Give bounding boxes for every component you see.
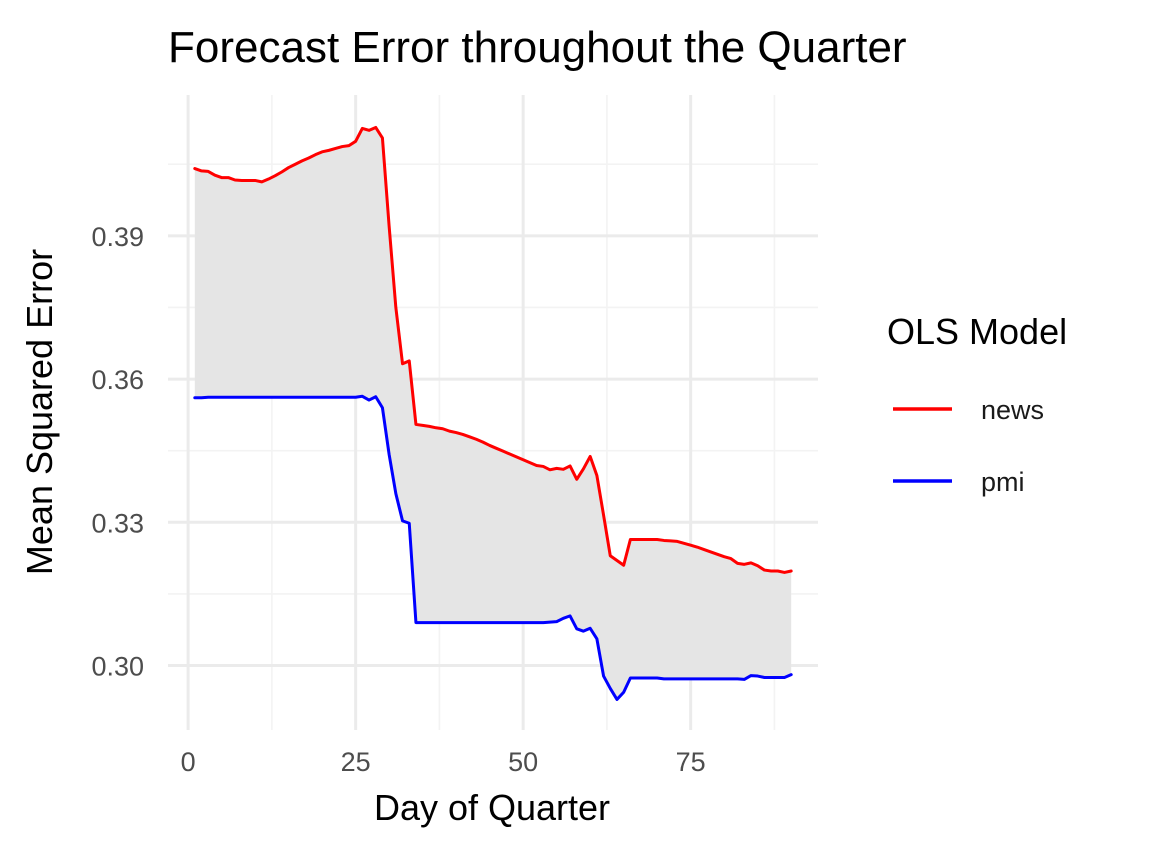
legend: OLS Model news pmi	[887, 311, 1067, 497]
y-axis-title: Mean Squared Error	[19, 249, 60, 575]
legend-item-news: news	[893, 395, 1044, 425]
y-tick-label: 0.39	[91, 222, 144, 252]
error-gap-ribbon	[194, 127, 792, 700]
y-tick-labels: 0.30 0.33 0.36 0.39	[91, 222, 144, 682]
x-tick-label: 75	[676, 747, 706, 777]
y-tick-label: 0.33	[91, 508, 144, 538]
legend-label-news: news	[981, 395, 1044, 425]
x-tick-labels: 0 25 50 75	[181, 747, 706, 777]
legend-item-pmi: pmi	[893, 467, 1025, 497]
legend-title: OLS Model	[887, 311, 1067, 352]
series-line-news	[193, 125, 793, 574]
x-axis-title: Day of Quarter	[374, 787, 610, 828]
chart-title: Forecast Error throughout the Quarter	[168, 23, 907, 72]
y-tick-label: 0.36	[91, 365, 144, 395]
series-line-pmi	[193, 394, 793, 701]
x-tick-label: 0	[181, 747, 196, 777]
legend-label-pmi: pmi	[981, 467, 1025, 497]
x-tick-label: 50	[508, 747, 538, 777]
plot-area	[193, 125, 793, 701]
x-tick-label: 25	[341, 747, 371, 777]
y-tick-label: 0.30	[91, 652, 144, 682]
